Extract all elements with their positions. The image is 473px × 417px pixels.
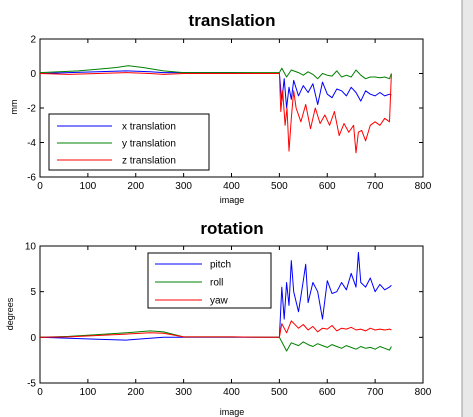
x-tick-label: 200 bbox=[127, 387, 144, 398]
legend-label: pitch bbox=[210, 260, 231, 271]
legend-label: z translation bbox=[122, 156, 176, 167]
y-axis-label: degrees bbox=[5, 297, 15, 330]
y-tick-label: -2 bbox=[27, 104, 36, 115]
x-axis-label: image bbox=[220, 195, 245, 205]
x-tick-label: 700 bbox=[367, 181, 384, 192]
x-tick-label: 200 bbox=[127, 181, 144, 192]
series-line-roll bbox=[39, 330, 392, 352]
y-tick-label: 0 bbox=[30, 69, 36, 80]
x-tick-label: 800 bbox=[415, 387, 432, 398]
x-tick-label: 400 bbox=[223, 181, 240, 192]
legend-label: yaw bbox=[210, 296, 229, 307]
x-tick-label: 100 bbox=[80, 181, 97, 192]
x-tick-label: 500 bbox=[271, 181, 288, 192]
x-tick-label: 400 bbox=[223, 387, 240, 398]
y-tick-label: 2 bbox=[30, 35, 36, 46]
x-tick-label: 800 bbox=[415, 181, 432, 192]
x-tick-label: 300 bbox=[175, 387, 192, 398]
x-tick-label: 100 bbox=[80, 387, 97, 398]
chart-title: translation bbox=[189, 11, 276, 30]
x-tick-label: 0 bbox=[37, 387, 43, 398]
y-axis-label: mm bbox=[9, 100, 19, 115]
legend-label: x translation bbox=[122, 122, 176, 133]
series-line-z-translation bbox=[39, 72, 392, 154]
rotation-chart: rotation image degrees 0 100 200 300 400 500 6… bbox=[5, 219, 432, 417]
y-tick-label: 5 bbox=[30, 287, 36, 298]
series-line-yaw bbox=[39, 320, 392, 338]
legend-box bbox=[147, 252, 272, 309]
legend-label: y translation bbox=[122, 139, 176, 150]
translation-chart: translation image mm 0 100 200 300 400 500 600… bbox=[9, 11, 432, 205]
legend-box bbox=[48, 113, 210, 171]
x-tick-label: 0 bbox=[37, 181, 43, 192]
series-line-y-translation bbox=[39, 65, 392, 80]
y-tick-label: 10 bbox=[25, 242, 37, 253]
x-tick-label: 700 bbox=[367, 387, 384, 398]
y-tick-label: -6 bbox=[27, 173, 36, 184]
x-tick-label: 600 bbox=[319, 181, 336, 192]
y-tick-label: -5 bbox=[27, 379, 36, 390]
chart-title: rotation bbox=[200, 219, 263, 238]
legend-label: roll bbox=[210, 278, 223, 289]
y-tick-label: 0 bbox=[30, 333, 36, 344]
y-tick-label: -4 bbox=[27, 138, 36, 149]
x-tick-label: 300 bbox=[175, 181, 192, 192]
x-tick-label: 500 bbox=[271, 387, 288, 398]
x-tick-label: 600 bbox=[319, 387, 336, 398]
x-axis-label: image bbox=[220, 407, 245, 417]
